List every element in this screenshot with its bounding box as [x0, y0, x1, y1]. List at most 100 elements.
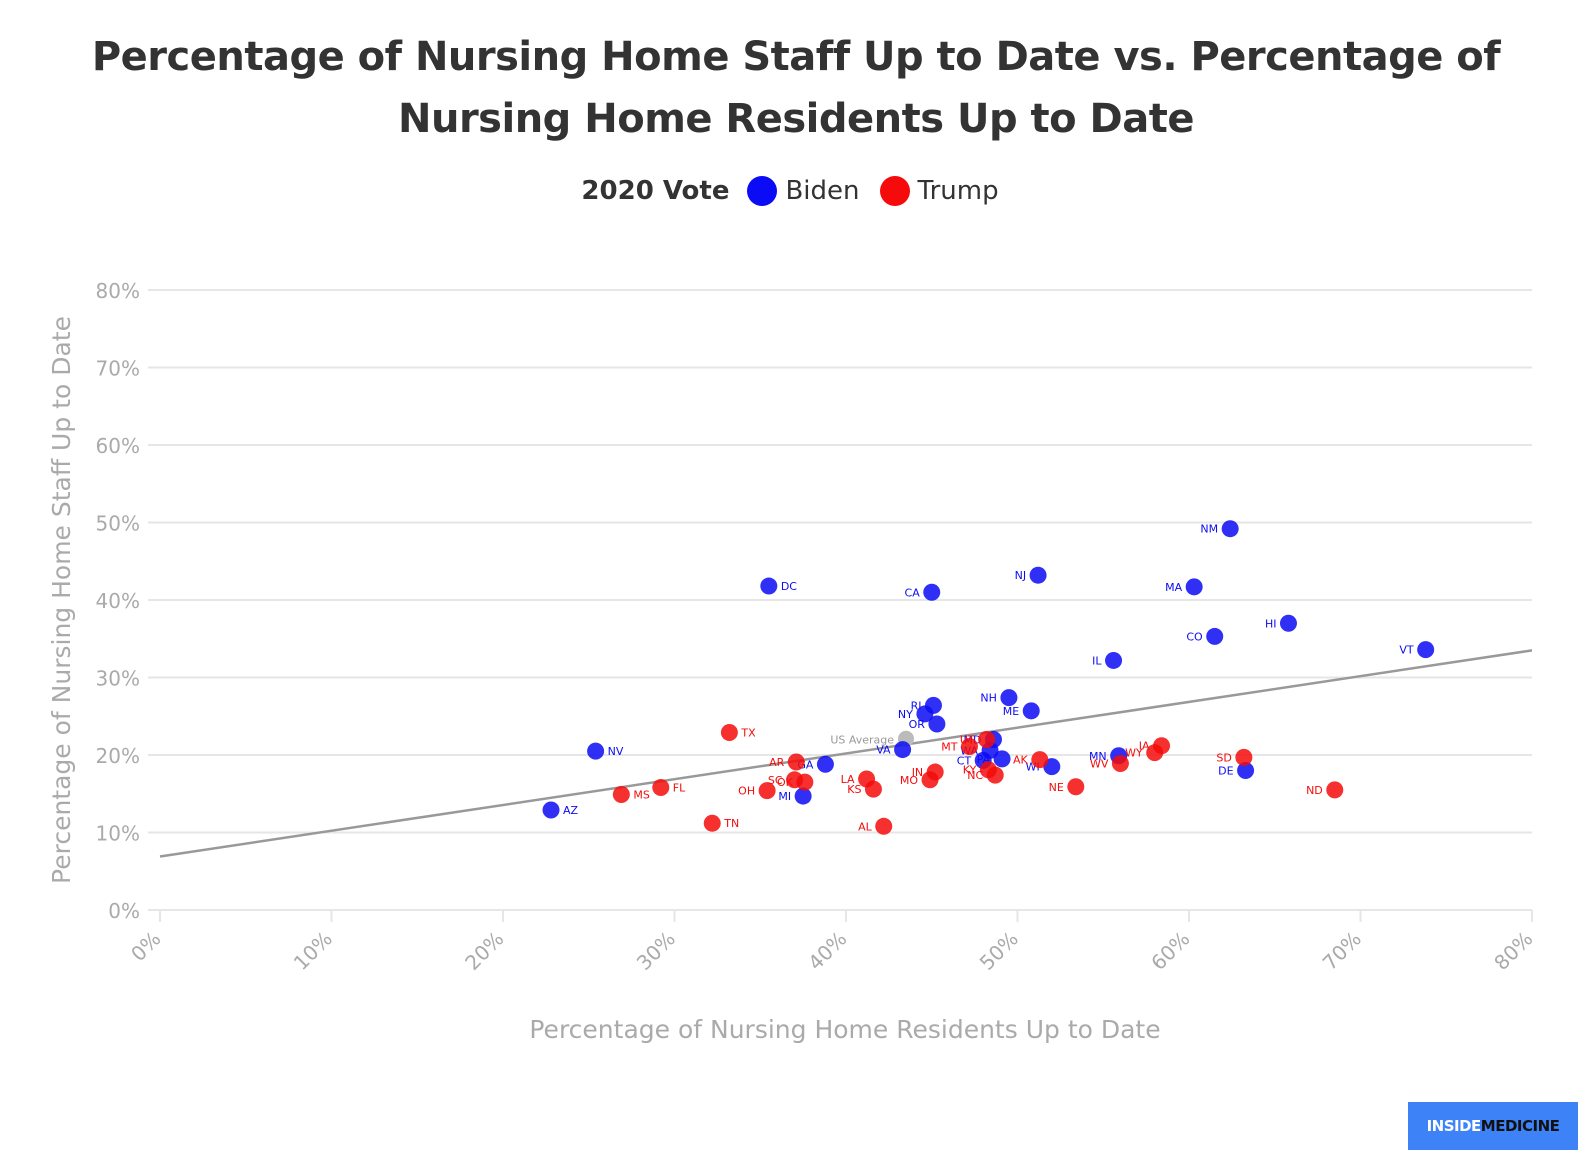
y-tick-label: 30%: [96, 667, 140, 691]
point-nd[interactable]: [1326, 781, 1344, 799]
point-mi[interactable]: [794, 787, 812, 805]
point-label-nj: NJ: [1015, 569, 1026, 582]
legend-item-trump[interactable]: Trump: [879, 176, 999, 206]
y-tick-label: 70%: [96, 357, 140, 381]
point-fl[interactable]: [652, 779, 670, 797]
point-nv[interactable]: [587, 742, 605, 760]
point-wv[interactable]: [1111, 755, 1129, 773]
point-dc[interactable]: [760, 577, 778, 595]
point-nc[interactable]: [986, 766, 1004, 784]
point-or[interactable]: [928, 715, 946, 733]
point-ne[interactable]: [1067, 778, 1085, 796]
point-ak[interactable]: [1031, 751, 1049, 769]
x-tick-label: 10%: [289, 927, 337, 975]
point-ok[interactable]: [796, 773, 814, 791]
point-label-de: DE: [1218, 765, 1233, 778]
point-va[interactable]: [894, 741, 912, 759]
y-tick-label: 0%: [108, 899, 140, 923]
point-label-ok: OK: [777, 776, 794, 789]
point-ut[interactable]: [978, 731, 996, 748]
point-label-co: CO: [1186, 630, 1203, 643]
point-nj[interactable]: [1029, 566, 1047, 584]
point-co[interactable]: [1206, 627, 1224, 645]
point-sd[interactable]: [1235, 748, 1253, 766]
y-tick-label: 20%: [96, 744, 140, 768]
point-az[interactable]: [542, 801, 560, 819]
x-tick-label: 80%: [1489, 927, 1537, 975]
axis-ticks: 0% 10% 20% 30% 40% 50% 60% 70% 80% 0% 10% 20% 30% 40%…: [96, 279, 1538, 975]
point-tx[interactable]: [720, 724, 738, 742]
legend-dot-biden: [747, 176, 778, 206]
point-label-ny: NY: [898, 708, 913, 721]
x-tick-label: 0%: [126, 927, 165, 966]
point-label-tx: TX: [740, 727, 756, 740]
legend-label-biden: Biden: [785, 176, 860, 206]
legend-label-trump: Trump: [917, 176, 999, 206]
point-label-sd: SD: [1216, 751, 1231, 764]
point-nm[interactable]: [1221, 520, 1239, 538]
point-mo[interactable]: [921, 771, 939, 789]
point-label-fl: FL: [673, 782, 686, 795]
point-pa[interactable]: [993, 750, 1011, 768]
point-al[interactable]: [875, 817, 893, 835]
legend-item-biden[interactable]: Biden: [747, 176, 860, 206]
point-label-ak: AK: [1013, 754, 1029, 767]
point-label-ar: AR: [769, 756, 785, 769]
point-label-ky: KY: [963, 764, 977, 777]
point-label-nh: NH: [980, 692, 997, 705]
point-label-nv: NV: [608, 745, 624, 758]
point-ca[interactable]: [923, 583, 941, 601]
point-label-mn: MN: [1089, 750, 1107, 763]
point-ms[interactable]: [612, 786, 630, 804]
inside-medicine-logo[interactable]: INSIDE MEDICINE: [1408, 1102, 1578, 1150]
point-label-vt: VT: [1399, 644, 1414, 657]
y-tick-label: 60%: [96, 434, 140, 458]
grid-lines: [148, 289, 1533, 922]
point-label-dc: DC: [781, 580, 797, 593]
point-hi[interactable]: [1279, 614, 1297, 632]
point-ma[interactable]: [1185, 578, 1203, 596]
point-ar[interactable]: [787, 753, 805, 771]
point-label-mt: MT: [941, 740, 957, 753]
chart-title-line-1: Percentage of Nursing Home Staff Up to D…: [91, 34, 1501, 80]
point-il[interactable]: [1105, 651, 1123, 669]
point-label-in: IN: [912, 766, 923, 779]
point-label-ct: CT: [957, 754, 972, 767]
point-vt[interactable]: [1417, 641, 1435, 659]
point-label-me: ME: [1003, 705, 1019, 718]
point-ga[interactable]: [816, 755, 834, 773]
point-label-mo: MO: [900, 774, 918, 787]
y-tick-label: 40%: [96, 589, 140, 613]
point-me[interactable]: [1022, 702, 1040, 720]
point-label-nd: ND: [1306, 784, 1323, 797]
point-label-oh: OH: [738, 785, 755, 798]
legend: 2020 Vote Biden Trump: [0, 176, 1592, 206]
x-tick-label: 70%: [1318, 927, 1366, 975]
point-label-nc: NC: [967, 769, 983, 782]
point-oh[interactable]: [758, 782, 776, 800]
point-ia[interactable]: [1153, 737, 1171, 755]
y-axis-label: Percentage of Nursing Home Staff Up to D…: [47, 316, 76, 884]
point-label-ma: MA: [1165, 581, 1182, 594]
point-label-ri: RI: [911, 699, 922, 712]
point-de[interactable]: [1237, 762, 1255, 779]
point-label-ks: KS: [847, 783, 861, 796]
point-mt[interactable]: [960, 737, 978, 755]
point-tn[interactable]: [703, 814, 721, 832]
logo-text-medicine: MEDICINE: [1480, 1117, 1560, 1135]
y-tick-label: 80%: [96, 279, 140, 303]
x-tick-label: 30%: [632, 927, 680, 975]
point-label-ut: UT: [960, 734, 975, 747]
trendline: [159, 649, 1533, 858]
point-ny[interactable]: [916, 705, 934, 723]
point-label-hi: HI: [1265, 617, 1277, 630]
x-tick-label: 40%: [803, 927, 851, 975]
trendline-path: [159, 649, 1533, 858]
point-ks[interactable]: [864, 780, 882, 798]
point-label-wy: WY: [1125, 747, 1143, 760]
us-average-label: US Average: [830, 734, 894, 747]
point-nh[interactable]: [1000, 689, 1018, 707]
point-label-al: AL: [858, 820, 873, 833]
point-label-wv: WV: [1090, 758, 1109, 771]
